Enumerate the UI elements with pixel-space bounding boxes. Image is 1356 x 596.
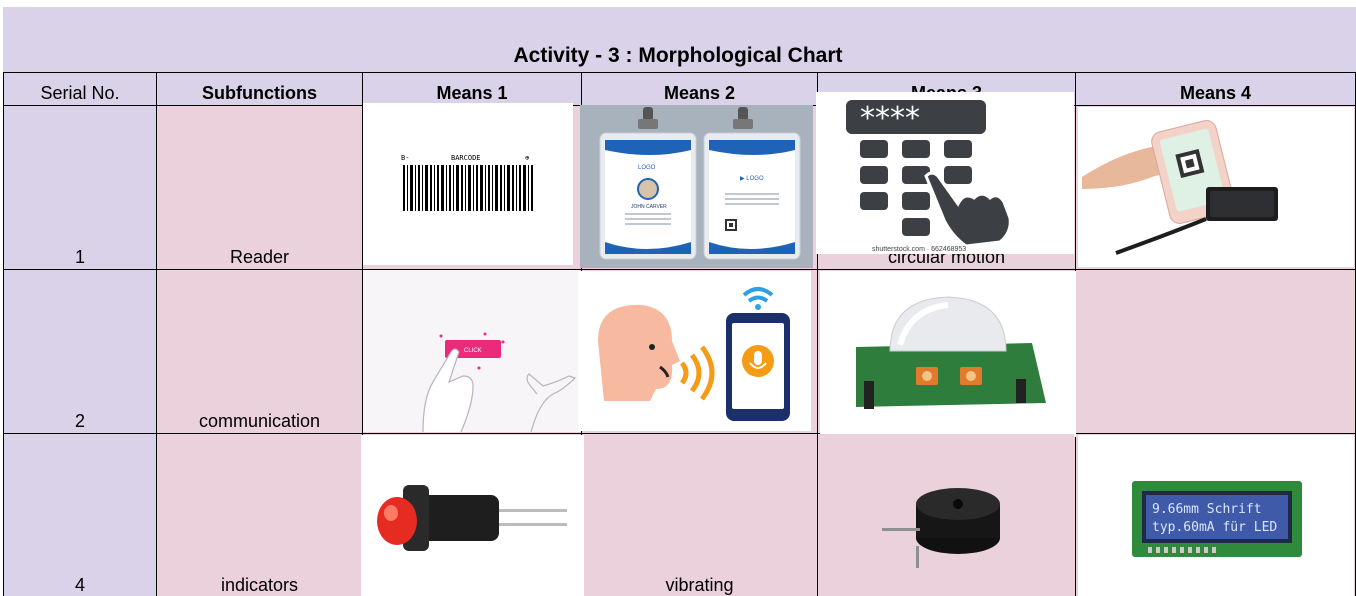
means-cell-empty[interactable] [1075, 269, 1356, 434]
morphological-chart-table: Serial No. Subfunctions Means 1 Means 2 … [3, 72, 1356, 596]
means-cell[interactable]: B- BARCODE ⊕ [362, 103, 582, 270]
lcd-line2-text: typ.60mA für LED [1152, 520, 1277, 535]
means-cell[interactable] [817, 269, 1076, 437]
touch-button-image[interactable]: CLICK [363, 270, 581, 432]
barcode-label-left: B- [401, 154, 409, 162]
barcode-image[interactable]: B- BARCODE ⊕ [363, 103, 573, 265]
lcd-display-image[interactable]: 9.66mm Schrift typ.60mA für LED [1078, 435, 1354, 596]
keypad-image[interactable]: **** shutterstock.com · 662468953 [816, 92, 1074, 254]
svg-text:▶ LOGO: ▶ LOGO [740, 176, 764, 182]
click-label-text: CLICK [464, 348, 482, 354]
means-cell[interactable] [361, 433, 584, 596]
serial-cell[interactable]: 4 [3, 433, 157, 596]
header-means1[interactable]: Means 1 [362, 72, 582, 106]
means-cell[interactable]: CLICK [362, 269, 582, 434]
subfunction-cell[interactable]: Reader [156, 105, 363, 270]
table-row: 1 Reader B- BARCODE ⊕ [3, 92, 1356, 270]
keypad-stars-text: **** [860, 101, 920, 136]
serial-cell[interactable]: 1 [3, 105, 157, 270]
qr-scanner-image[interactable] [1078, 107, 1354, 267]
means-cell[interactable]: circular motion **** shuttersto [816, 92, 1076, 270]
barcode-label-right: ⊕ [525, 154, 530, 162]
title-band [3, 7, 1356, 72]
led-indicator-image[interactable] [361, 435, 584, 596]
header-serial[interactable]: Serial No. [3, 72, 157, 106]
means-cell[interactable]: 9.66mm Schrift typ.60mA für LED [1075, 433, 1356, 596]
pir-sensor-image[interactable] [820, 271, 1076, 437]
page-title: Activity - 3 : Morphological Chart [513, 44, 843, 67]
header-row: Serial No. Subfunctions Means 1 Means 2 … [3, 72, 1356, 106]
subfunction-cell[interactable]: communication [156, 269, 363, 434]
id-card-image[interactable]: LOGO JOHN CARVER ▶ LOGO [580, 105, 813, 268]
header-subfunctions[interactable]: Subfunctions [156, 72, 363, 106]
subfunction-cell[interactable]: indicators [156, 433, 363, 596]
voice-command-image[interactable] [578, 271, 811, 431]
id-name-text: JOHN CARVER [631, 204, 667, 210]
table-row: 4 indicators vibrating [3, 433, 1356, 596]
buzzer-image[interactable] [818, 434, 1074, 596]
means-cell[interactable] [578, 269, 818, 434]
header-means2[interactable]: Means 2 [581, 72, 818, 106]
keypad-watermark-text: shutterstock.com · 662468953 [872, 246, 966, 253]
lcd-line1-text: 9.66mm Schrift [1152, 502, 1262, 517]
means-cell[interactable] [817, 433, 1076, 596]
id-logo-text: LOGO [638, 165, 656, 171]
means-cell[interactable]: vibrating [581, 433, 818, 596]
means-cell[interactable]: LOGO JOHN CARVER ▶ LOGO [580, 105, 818, 270]
means-cell[interactable] [1075, 105, 1356, 270]
serial-cell[interactable]: 2 [3, 269, 157, 434]
barcode-label-mid: BARCODE [451, 154, 481, 162]
table-row: 2 communication CLICK [3, 269, 1356, 437]
header-means4[interactable]: Means 4 [1075, 72, 1356, 106]
